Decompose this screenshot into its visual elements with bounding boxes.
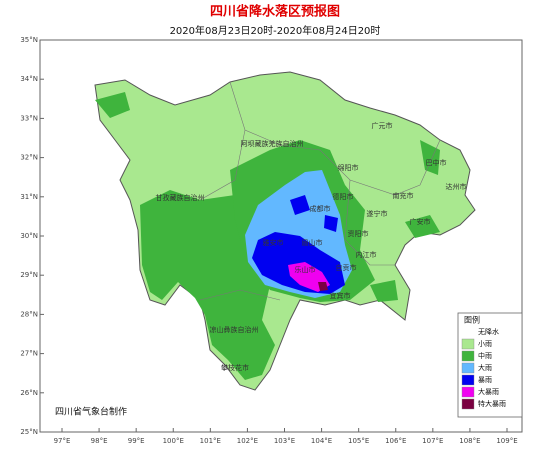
lon-label: 103°E [274,437,295,445]
region-label: 自贡市 [336,263,357,272]
lat-label: 34°N [20,75,38,83]
region-label: 攀枝花市 [221,363,249,372]
lon-label: 106°E [385,437,406,445]
legend-swatch [461,338,475,350]
lon-label: 109°E [496,437,517,445]
legend-label: 暴雨 [478,376,492,384]
legend-swatch [461,350,475,362]
rainstorm-area [290,195,338,232]
graticule: 35°N 34°N 33°N 32°N 31°N 30°N 29°N 28°N 27°N 26°N… [20,36,517,445]
region-label: 凉山彝族自治州 [210,325,259,334]
region-label: 达州市 [446,182,467,191]
region-label: 眉山市 [302,238,323,247]
legend-label: 中雨 [478,351,492,360]
legend-label: 小雨 [478,339,492,348]
lon-label: 104°E [311,437,332,445]
lat-label: 33°N [20,114,38,122]
lon-label: 102°E [237,437,258,445]
lon-label: 100°E [163,437,184,445]
subtitle: 2020年08月23日20时-2020年08月24日20时 [170,24,381,37]
region-label: 资阳市 [348,229,369,238]
region-label: 宜宾市 [330,291,351,300]
region-label: 遂宁市 [367,209,388,218]
lat-label: 32°N [20,154,38,162]
lat-label: 35°N [20,36,38,44]
lon-label: 97°E [54,437,71,445]
credit: 四川省气象台制作 [55,406,127,418]
lon-label: 108°E [459,437,480,445]
region-label: 成都市 [310,204,331,213]
legend-label: 无降水 [478,327,499,336]
region-label: 内江市 [356,250,377,259]
region-label: 德阳市 [333,192,354,201]
lat-label: 30°N [20,232,38,240]
lon-label: 107°E [422,437,443,445]
lat-label: 29°N [20,271,38,279]
lon-label: 105°E [348,437,369,445]
lon-label: 101°E [200,437,221,445]
region-label: 绵阳市 [338,163,359,172]
lat-label: 28°N [20,310,38,318]
legend-label: 大暴雨 [478,387,499,396]
region-label: 南充市 [393,191,414,200]
legend-title: 图例 [464,315,480,325]
lon-label: 98°E [91,437,108,445]
lat-label: 31°N [20,193,38,201]
legend-label: 大雨 [478,363,492,372]
legend-swatch [461,398,475,410]
lat-label: 26°N [20,389,38,397]
region-label: 雅安市 [263,238,284,247]
region-label: 广元市 [372,121,393,130]
legend-swatch [461,386,475,398]
legend-swatch [462,327,474,337]
legend-label: 特大暴雨 [478,399,506,408]
extreme-rainstorm-area [318,282,328,291]
lon-label: 99°E [128,437,145,445]
region-label: 巴中市 [426,158,447,167]
lat-label: 25°N [20,428,38,436]
region-label: 乐山市 [295,265,316,274]
region-label: 甘孜藏族自治州 [156,193,205,202]
title: 四川省降水落区预报图 [210,4,340,20]
legend-swatch [461,374,475,386]
boundary-line [199,81,441,301]
region-label: 阿坝藏族羌族自治州 [241,139,304,148]
legend-swatch [461,362,475,374]
region-label: 广安市 [410,217,431,226]
lat-label: 27°N [20,350,38,358]
